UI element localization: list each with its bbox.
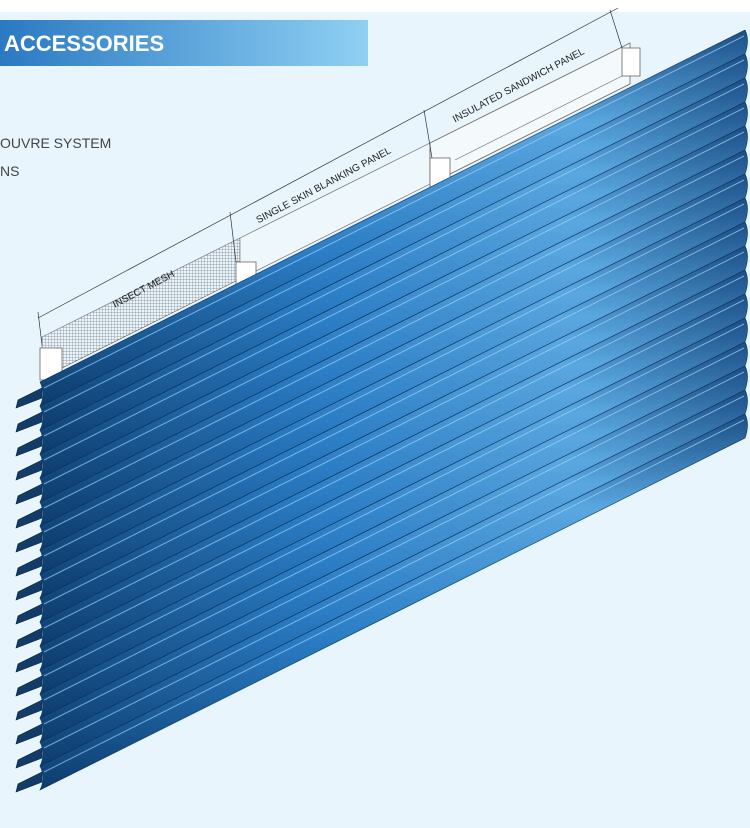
louvre-blade xyxy=(39,293,748,671)
louvre-hook xyxy=(15,579,43,601)
louvre-hook xyxy=(15,459,43,481)
louvre-blade xyxy=(39,389,748,767)
louvre-blade xyxy=(39,245,748,623)
louvre-hook xyxy=(15,651,43,673)
louvre-hook xyxy=(15,603,43,625)
blade-highlight xyxy=(43,227,745,581)
subtitle-line: NS xyxy=(0,163,19,179)
louvre-hook xyxy=(15,555,43,577)
louvre-blades xyxy=(15,29,748,793)
louvre-hook xyxy=(15,435,43,457)
louvre-blade xyxy=(39,149,748,527)
louvre-blade xyxy=(39,221,748,599)
louvre-hook xyxy=(15,723,43,745)
subtitle-line: OUVRE SYSTEM xyxy=(0,135,111,151)
louvre-blade xyxy=(39,125,748,503)
louvre-blade xyxy=(39,341,748,719)
blade-highlight xyxy=(43,179,745,533)
blade-highlight xyxy=(43,275,745,629)
blade-highlight xyxy=(43,395,745,749)
louvre-blade xyxy=(39,53,748,431)
louvre-blade xyxy=(39,77,748,455)
louvre-hook xyxy=(15,627,43,649)
blade-highlight xyxy=(43,83,745,437)
louvre-blade xyxy=(39,365,748,743)
louvre-hook xyxy=(15,699,43,721)
louvre-hook xyxy=(15,483,43,505)
blade-highlight xyxy=(43,323,745,677)
title: ACCESSORIES xyxy=(4,31,164,56)
blade-highlight xyxy=(43,299,745,653)
louvre-hook xyxy=(15,507,43,529)
dimension-line xyxy=(37,7,623,346)
louvre-blade xyxy=(39,29,748,407)
blade-highlight xyxy=(43,419,745,773)
louvre-blade xyxy=(39,413,748,791)
blade-highlight xyxy=(43,107,745,461)
louvre-blade xyxy=(39,197,748,575)
louvre-blade xyxy=(39,101,748,479)
blade-highlight xyxy=(43,203,745,557)
louvre-blade xyxy=(39,269,748,647)
louvre-hook xyxy=(15,531,43,553)
louvre-blade xyxy=(39,173,748,551)
sandwich-panel xyxy=(429,42,631,185)
panel-edge xyxy=(454,71,631,161)
louvre-blade xyxy=(39,317,748,695)
blade-highlight xyxy=(43,131,745,485)
blade-highlight xyxy=(43,155,745,509)
louvre-hook xyxy=(15,387,43,409)
blade-highlight xyxy=(43,59,745,413)
louvre-hook xyxy=(15,675,43,697)
title-banner xyxy=(0,20,368,66)
louvre-hook xyxy=(15,771,43,793)
blade-highlight xyxy=(43,35,745,389)
blade-highlight xyxy=(43,347,745,701)
louvre-hook xyxy=(15,411,43,433)
blade-highlight xyxy=(43,251,745,605)
louvre-hook xyxy=(15,747,43,769)
blade-highlight xyxy=(43,371,745,725)
